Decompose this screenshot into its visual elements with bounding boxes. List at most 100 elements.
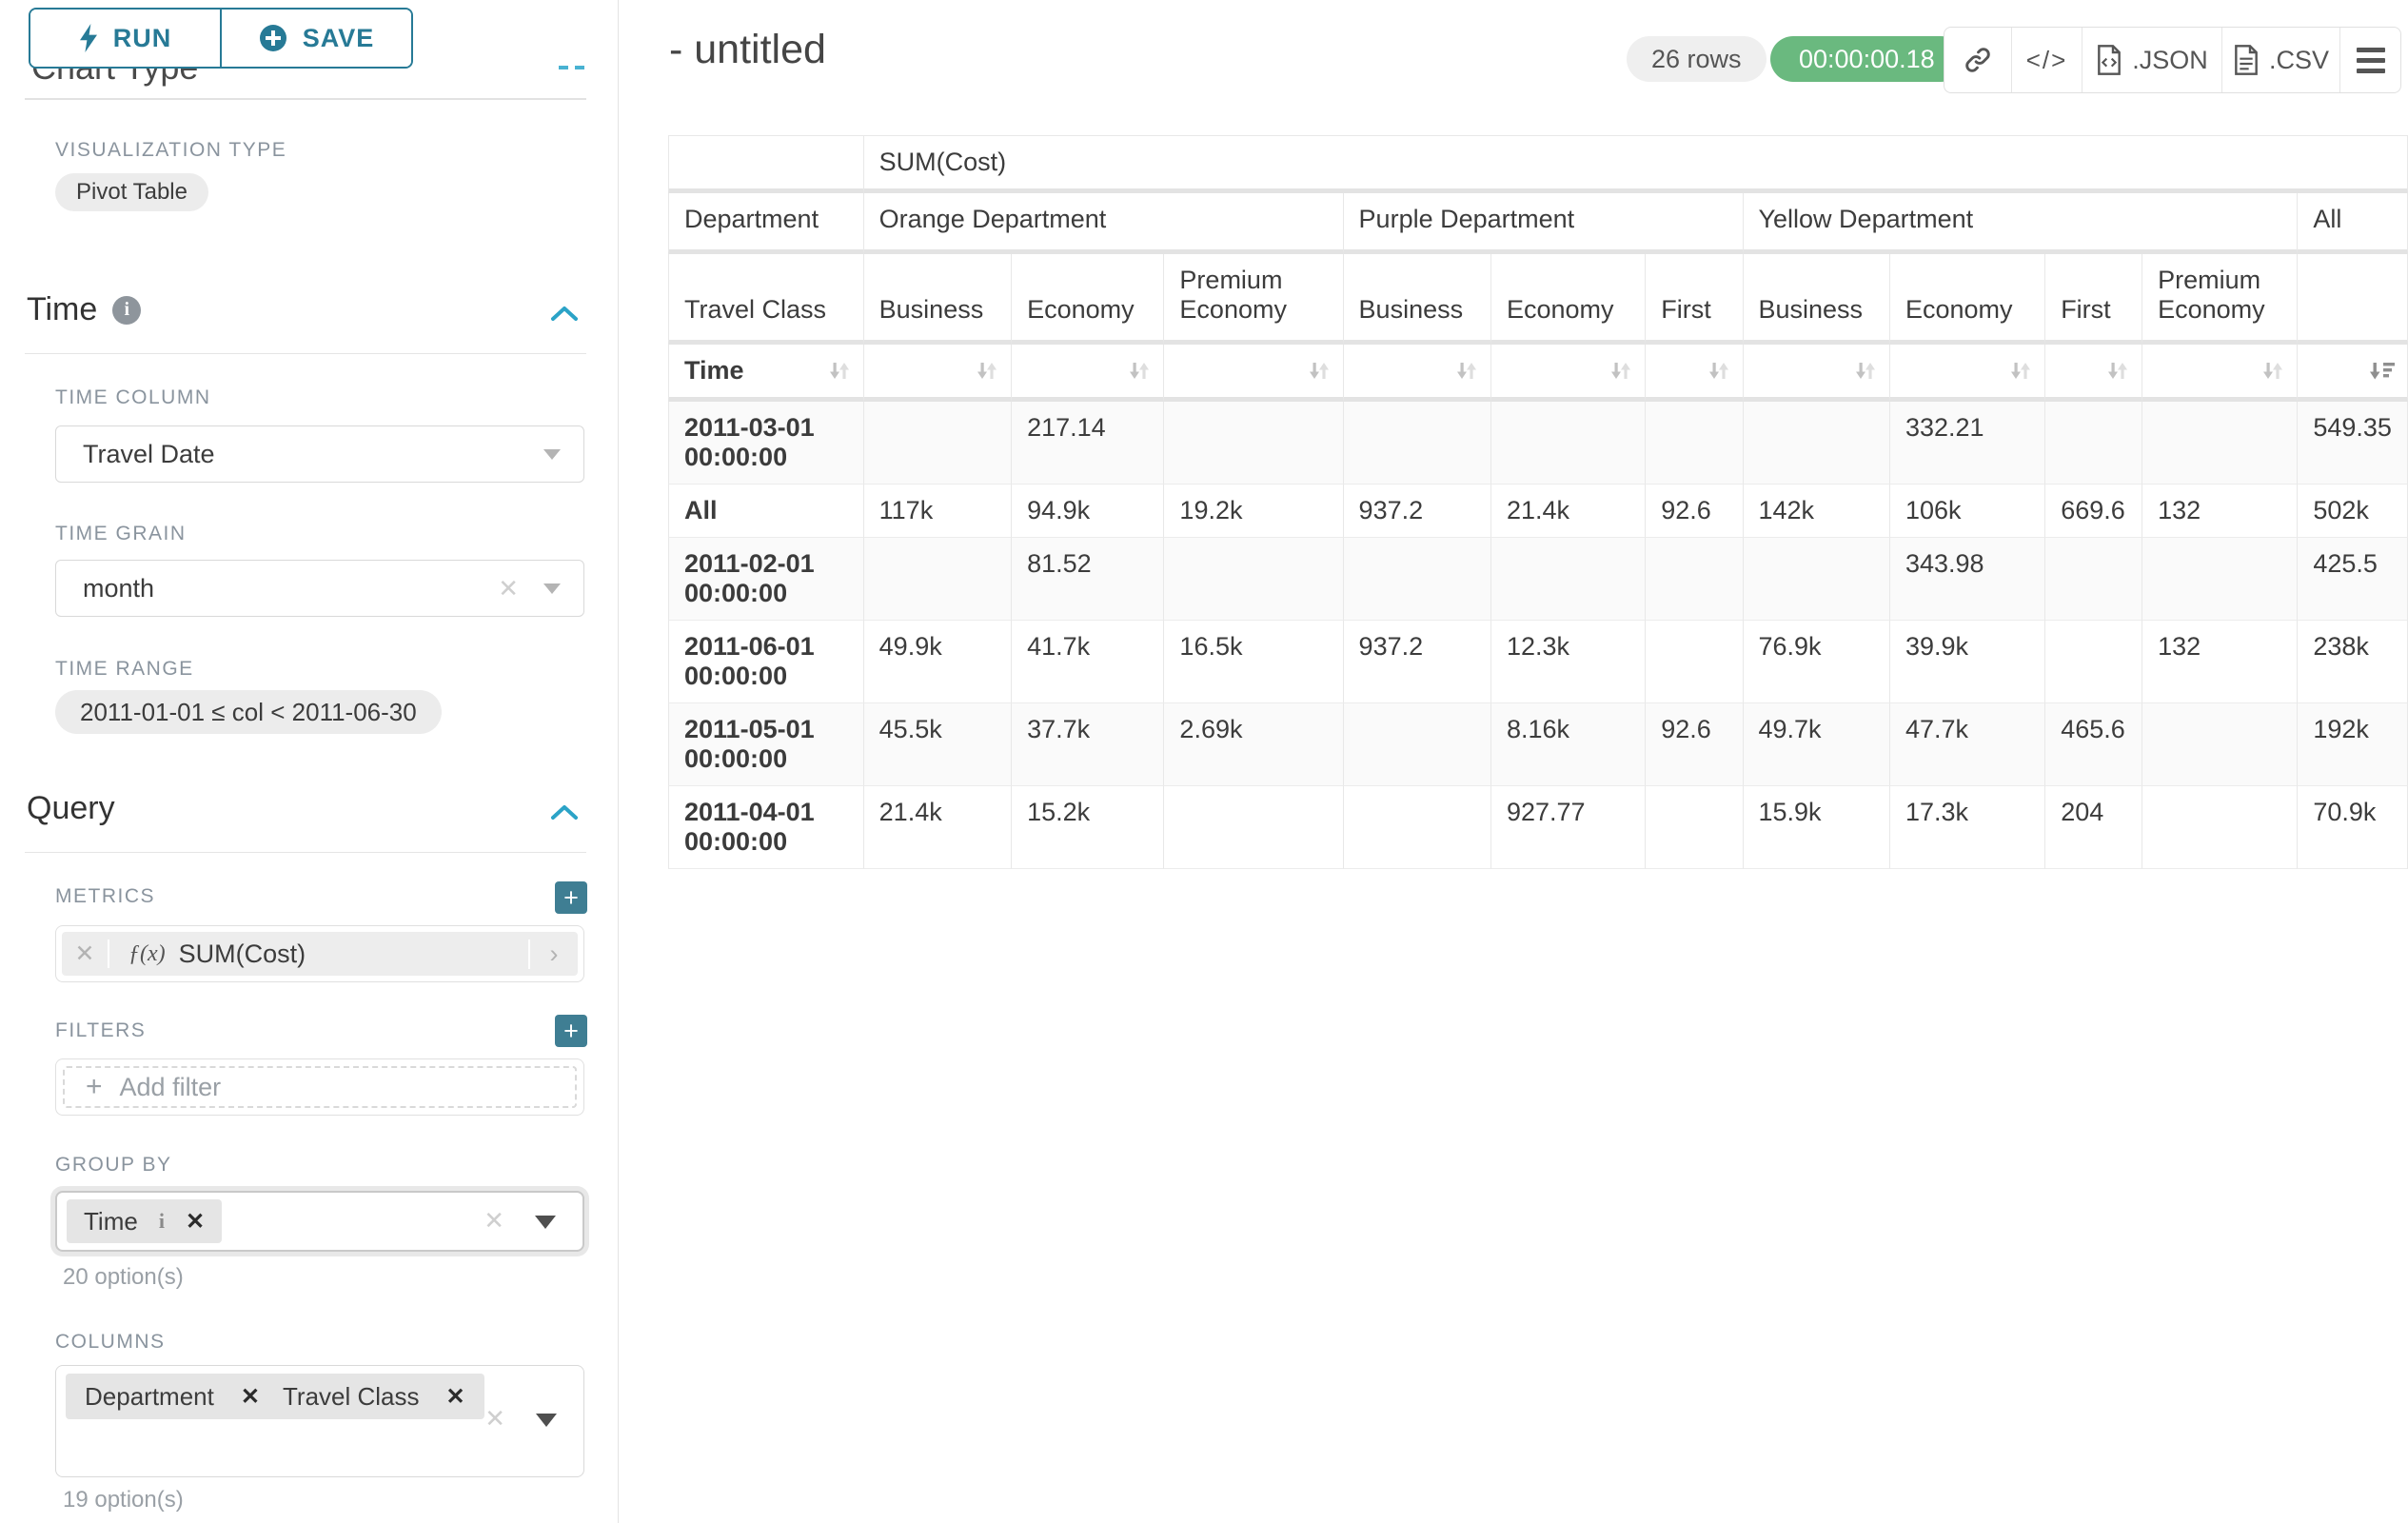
run-button[interactable]: RUN bbox=[30, 10, 220, 67]
column-group-header: Yellow Department bbox=[1743, 193, 2299, 254]
pivot-table-container: SUM(Cost) Department Orange Department Purp… bbox=[668, 135, 2408, 869]
value-cell: 332.21 bbox=[1889, 402, 2046, 485]
sort-column[interactable] bbox=[1743, 345, 1890, 402]
value-cell bbox=[1646, 786, 1744, 869]
remove-tag-icon[interactable]: ✕ bbox=[445, 1383, 465, 1410]
tag-label: Time bbox=[84, 1206, 138, 1236]
add-filter-plus-button[interactable]: + bbox=[555, 1015, 587, 1047]
export-json-button[interactable]: .JSON bbox=[2082, 28, 2221, 92]
value-cell: 21.4k bbox=[863, 786, 1013, 869]
add-filter-button[interactable]: + Add filter bbox=[63, 1066, 577, 1108]
clear-icon[interactable]: ✕ bbox=[498, 573, 519, 603]
file-code-icon bbox=[2098, 45, 2122, 75]
group-by-tag-time[interactable]: Time i ✕ bbox=[67, 1199, 223, 1243]
sort-column[interactable] bbox=[2298, 345, 2408, 402]
metric-pill[interactable]: ✕ ƒ(x) SUM(Cost) › bbox=[62, 932, 578, 976]
function-icon: ƒ(x) bbox=[128, 940, 166, 966]
value-cell: 217.14 bbox=[1012, 402, 1165, 485]
column-group-header: Purple Department bbox=[1343, 193, 1744, 254]
time-column-label: TIME COLUMN bbox=[55, 386, 211, 408]
sort-column[interactable] bbox=[1343, 345, 1491, 402]
control-panel-sidebar: Chart Type RUN SAVE VISUALIZATION TYPE bbox=[0, 0, 619, 1523]
save-button[interactable]: SAVE bbox=[220, 10, 411, 67]
columns-tag-travel-class[interactable]: Travel Class ✕ bbox=[264, 1374, 484, 1419]
time-grain-value: month bbox=[83, 573, 155, 603]
time-column-select[interactable]: Travel Date bbox=[55, 425, 584, 483]
caret-down-icon bbox=[543, 448, 561, 460]
sort-column[interactable] bbox=[863, 345, 1013, 402]
value-cell: 927.77 bbox=[1490, 786, 1647, 869]
value-cell bbox=[1743, 538, 1890, 621]
value-cell: 15.2k bbox=[1012, 786, 1165, 869]
travel-class-header: Economy bbox=[1490, 254, 1647, 345]
travel-class-header: Business bbox=[863, 254, 1013, 345]
visualization-type-pill[interactable]: Pivot Table bbox=[55, 173, 208, 211]
remove-tag-icon[interactable]: ✕ bbox=[240, 1383, 260, 1410]
sort-column[interactable] bbox=[1646, 345, 1744, 402]
collapse-time-section-icon[interactable] bbox=[550, 305, 579, 322]
sort-column[interactable] bbox=[2142, 345, 2299, 402]
column-group-header: Orange Department bbox=[863, 193, 1344, 254]
time-section-title: Time bbox=[27, 291, 98, 327]
value-cell: 92.6 bbox=[1646, 485, 1744, 538]
info-icon: i bbox=[112, 295, 142, 325]
sort-column[interactable] bbox=[1164, 345, 1344, 402]
value-cell bbox=[2045, 621, 2143, 703]
sort-time-column[interactable]: Time bbox=[668, 345, 864, 402]
export-csv-button[interactable]: .CSV bbox=[2221, 28, 2339, 92]
expand-metric-icon[interactable]: › bbox=[528, 939, 578, 969]
travel-class-header bbox=[2298, 254, 2408, 345]
caret-down-icon bbox=[535, 1216, 556, 1229]
pivot-table: SUM(Cost) Department Orange Department Purp… bbox=[668, 135, 2408, 869]
value-cell: 204 bbox=[2045, 786, 2143, 869]
tag-label: Travel Class bbox=[283, 1381, 420, 1411]
sort-column[interactable] bbox=[1012, 345, 1165, 402]
value-cell bbox=[2142, 786, 2299, 869]
chart-title[interactable]: - untitled bbox=[669, 27, 826, 72]
columns-tag-department[interactable]: Department ✕ bbox=[66, 1374, 279, 1419]
value-cell: 343.98 bbox=[1889, 538, 2046, 621]
sort-column[interactable] bbox=[1889, 345, 2046, 402]
clear-icon[interactable]: ✕ bbox=[484, 1404, 505, 1433]
value-cell bbox=[1164, 786, 1344, 869]
travel-class-header: Business bbox=[1343, 254, 1491, 345]
remove-metric-icon[interactable]: ✕ bbox=[62, 940, 109, 968]
travel-class-header: Premium Economy bbox=[2142, 254, 2299, 345]
value-cell: 45.5k bbox=[863, 703, 1013, 786]
run-save-button-group: RUN SAVE bbox=[29, 8, 413, 69]
row-label-cell: 2011-03-01 00:00:00 bbox=[668, 402, 864, 485]
value-cell: 70.9k bbox=[2298, 786, 2408, 869]
value-cell: 549.35 bbox=[2298, 402, 2408, 485]
columns-select[interactable]: Department ✕ Travel Class ✕ ✕ bbox=[55, 1365, 584, 1477]
value-cell: 41.7k bbox=[1012, 621, 1165, 703]
sort-column[interactable] bbox=[1490, 345, 1647, 402]
sort-column[interactable] bbox=[2045, 345, 2143, 402]
remove-tag-icon[interactable]: ✕ bbox=[185, 1208, 206, 1235]
clear-icon[interactable]: ✕ bbox=[484, 1206, 504, 1235]
time-section-header: Time i bbox=[27, 291, 142, 328]
value-cell: 142k bbox=[1743, 485, 1890, 538]
group-by-select[interactable]: Time i ✕ ✕ bbox=[55, 1191, 584, 1252]
time-grain-select[interactable]: month ✕ bbox=[55, 560, 584, 617]
table-row: 2011-05-01 00:00:00 45.5k 37.7k 2.69k 8.16k 9… bbox=[668, 703, 2408, 786]
travel-class-header: Business bbox=[1743, 254, 1890, 345]
menu-button[interactable] bbox=[2339, 28, 2400, 92]
value-cell bbox=[863, 402, 1013, 485]
value-cell: 238k bbox=[2298, 621, 2408, 703]
scroll-peek-dash bbox=[575, 66, 584, 69]
value-cell bbox=[863, 538, 1013, 621]
copy-link-button[interactable] bbox=[1944, 28, 2011, 92]
add-metric-button[interactable]: + bbox=[555, 881, 587, 914]
value-cell: 192k bbox=[2298, 703, 2408, 786]
travel-class-header: Premium Economy bbox=[1164, 254, 1344, 345]
collapse-query-section-icon[interactable] bbox=[550, 803, 579, 821]
table-row: 2011-06-01 00:00:00 49.9k 41.7k 16.5k 937.2 1… bbox=[668, 621, 2408, 703]
time-column-value: Travel Date bbox=[83, 439, 215, 468]
group-by-label: GROUP BY bbox=[55, 1154, 172, 1176]
time-range-pill[interactable]: 2011-01-01 ≤ col < 2011-06-30 bbox=[55, 690, 442, 734]
time-grain-label: TIME GRAIN bbox=[55, 523, 187, 544]
view-query-button[interactable]: </> bbox=[2011, 28, 2082, 92]
section-divider bbox=[25, 852, 586, 853]
value-cell: 16.5k bbox=[1164, 621, 1344, 703]
